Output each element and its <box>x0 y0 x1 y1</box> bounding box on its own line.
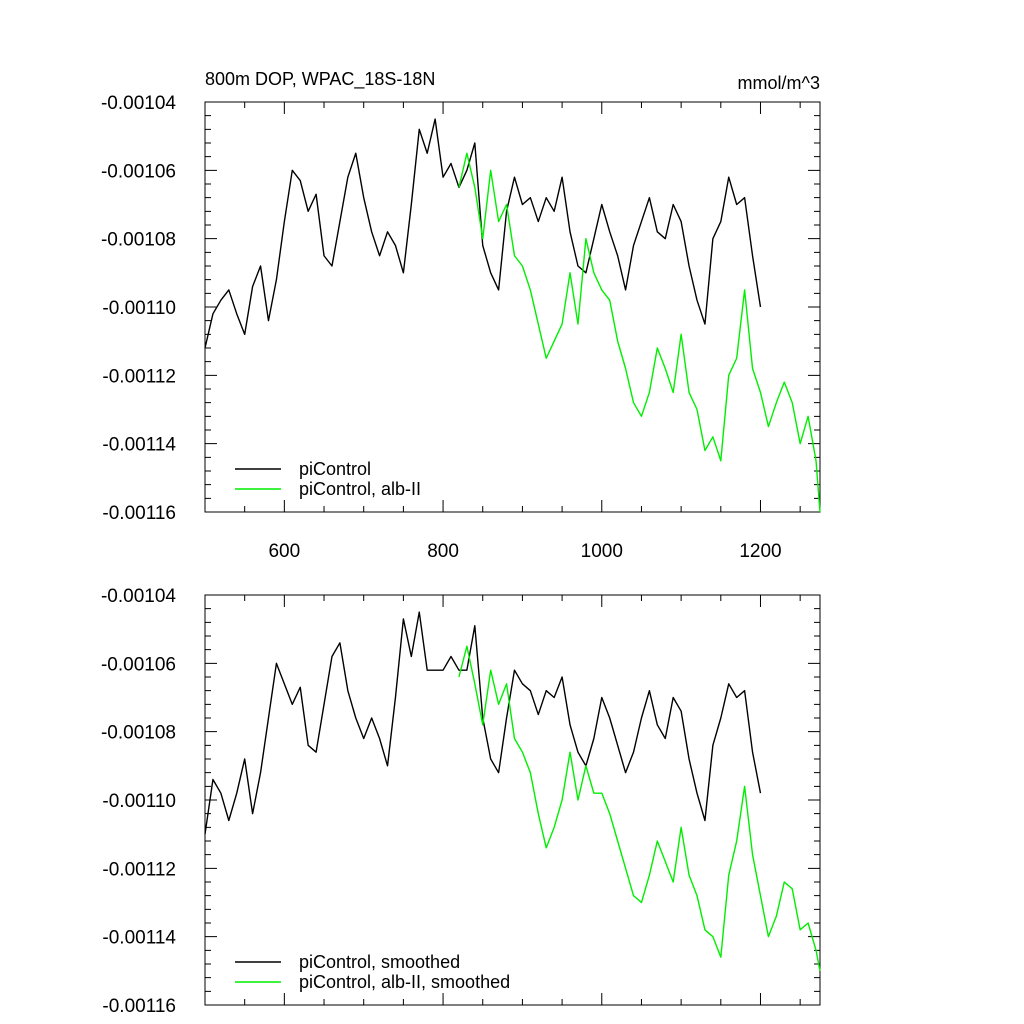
legend-label: piControl <box>299 459 371 479</box>
y-tick-label: -0.00104 <box>101 93 176 114</box>
y-tick-label: -0.00108 <box>101 723 176 744</box>
series-line-picontrol <box>204 611 762 835</box>
axis-ticks <box>204 594 820 1006</box>
y-tick-labels: -0.00104 -0.00106 -0.00108 -0.00110 -0.00112… <box>101 586 176 1017</box>
chart-title: 800m DOP, WPAC_18S-18N <box>205 69 435 90</box>
series-line-picontrol <box>204 118 762 349</box>
y-tick-label: -0.00116 <box>102 996 176 1017</box>
legend-label: piControl, alb-II <box>299 479 421 499</box>
series-line-picontrol-alb-ii <box>458 152 821 513</box>
series-lines <box>204 611 821 971</box>
y-tick-label: -0.00112 <box>102 366 176 387</box>
y-tick-label: -0.00106 <box>101 654 176 675</box>
chart-panel-top: 800m DOP, WPAC_18S-18N mmol/m^3 -0.00104… <box>101 69 821 562</box>
chart-units: mmol/m^3 <box>738 73 820 93</box>
y-tick-label: -0.00104 <box>101 586 176 607</box>
chart-panel-bottom: -0.00104 -0.00106 -0.00108 -0.00110 -0.00112… <box>101 586 821 1017</box>
x-tick-label: 600 <box>268 541 300 562</box>
y-tick-label: -0.00112 <box>102 859 176 880</box>
series-line-picontrol-alb-ii <box>458 645 821 971</box>
x-tick-labels: 600 800 1000 1200 <box>268 541 781 562</box>
y-tick-labels: -0.00104 -0.00106 -0.00108 -0.00110 -0.00112… <box>101 93 176 524</box>
x-tick-label: 1200 <box>739 541 781 562</box>
legend-label: piControl, alb-II, smoothed <box>299 972 510 992</box>
y-tick-label: -0.00114 <box>102 928 176 949</box>
x-tick-label: 800 <box>427 541 459 562</box>
tick-marks <box>204 594 820 1006</box>
y-tick-label: -0.00110 <box>102 298 176 319</box>
y-tick-label: -0.00114 <box>102 435 176 456</box>
series-lines <box>204 118 821 513</box>
y-tick-label: -0.00108 <box>101 230 176 251</box>
legend-label: piControl, smoothed <box>299 952 460 972</box>
tick-marks <box>204 101 820 513</box>
x-tick-label: 1000 <box>581 541 623 562</box>
plot-frame <box>204 101 821 513</box>
y-tick-label: -0.00106 <box>101 161 176 182</box>
y-tick-label: -0.00110 <box>102 791 176 812</box>
y-tick-label: -0.00116 <box>102 503 176 524</box>
axis-ticks <box>204 101 820 513</box>
plot-frame <box>204 594 821 1006</box>
